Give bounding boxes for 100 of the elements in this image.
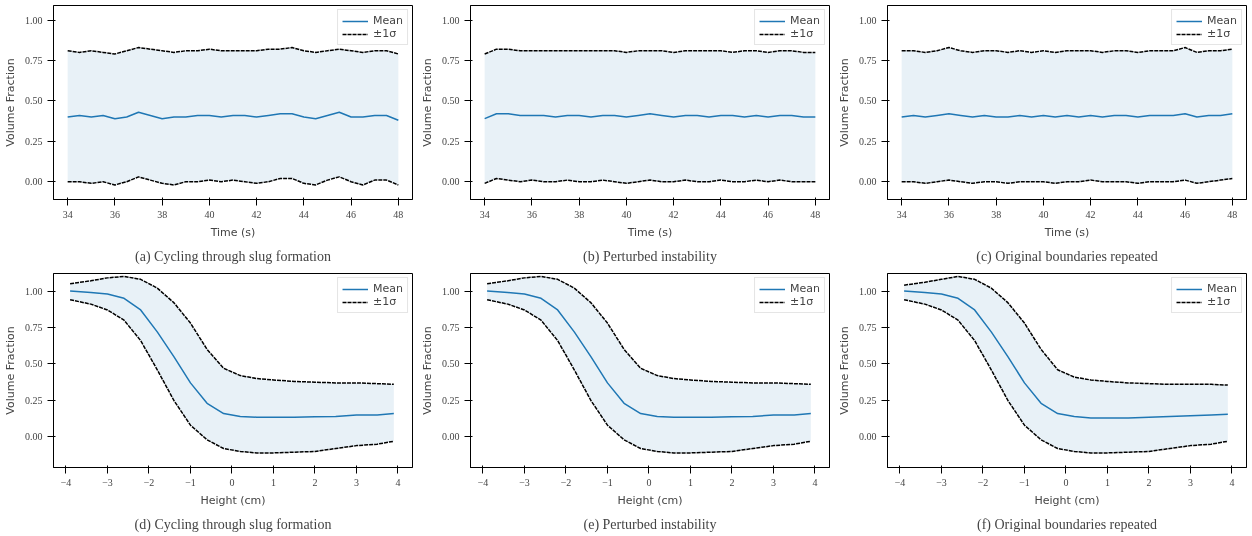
x-tick-label: −3 — [102, 476, 113, 488]
x-tick-label: 46 — [346, 208, 357, 220]
y-tick-label: 0.25 — [25, 394, 43, 406]
x-tick-label: 2 — [1146, 476, 1152, 488]
x-tick-label: 46 — [1180, 208, 1191, 220]
x-axis-title: Height (cm) — [200, 493, 266, 507]
x-tick-label: 36 — [109, 208, 120, 220]
y-axis-title: Volume Fraction — [421, 326, 434, 415]
legend-label: ±1σ — [790, 27, 814, 40]
y-tick-label: 0.75 — [859, 321, 877, 333]
x-tick-label: 42 — [668, 208, 679, 220]
y-tick-label: 0.75 — [442, 54, 460, 66]
x-axis-title: Time (s) — [1043, 225, 1090, 239]
y-tick-label: 1.00 — [859, 285, 877, 297]
x-tick-label: −3 — [936, 476, 947, 488]
x-tick-label: 42 — [251, 208, 262, 220]
legend-label: Mean — [790, 14, 820, 27]
x-tick-label: 3 — [1187, 476, 1193, 488]
x-tick-label: −1 — [185, 476, 196, 488]
y-axis-title: Volume Fraction — [4, 326, 17, 415]
x-tick-label: 3 — [770, 476, 776, 488]
x-tick-label: −1 — [1019, 476, 1030, 488]
x-tick-label: −2 — [143, 476, 155, 488]
y-axis-title: Volume Fraction — [4, 58, 17, 147]
y-tick-label: 0.25 — [859, 394, 877, 406]
y-axis-title: Volume Fraction — [838, 58, 851, 147]
legend-label: Mean — [1207, 14, 1237, 27]
y-tick-label: 1.00 — [442, 14, 460, 26]
y-axis-title: Volume Fraction — [421, 58, 434, 147]
x-tick-label: 34 — [62, 208, 73, 220]
x-tick-label: 1 — [1104, 476, 1110, 488]
x-tick-label: 48 — [393, 208, 404, 220]
legend-label: Mean — [790, 282, 820, 295]
legend-label: Mean — [373, 282, 403, 295]
y-tick-label: 0.50 — [859, 358, 877, 370]
x-tick-label: 40 — [204, 208, 215, 220]
x-tick-label: 48 — [1227, 208, 1238, 220]
x-tick-label: 36 — [943, 208, 954, 220]
text: (f) Original boundaries repeated — [977, 516, 1157, 533]
x-tick-label: 40 — [1038, 208, 1049, 220]
y-tick-label: 0.00 — [859, 431, 877, 443]
legend-label: ±1σ — [790, 295, 814, 308]
legend-label: ±1σ — [1207, 295, 1231, 308]
y-tick-label: 1.00 — [25, 285, 43, 297]
x-tick-label: 34 — [479, 208, 490, 220]
y-tick-label: 0.50 — [442, 95, 460, 107]
y-tick-label: 1.00 — [25, 14, 43, 26]
legend-label: ±1σ — [373, 27, 397, 40]
y-tick-label: 0.25 — [859, 135, 877, 147]
x-tick-label: 34 — [896, 208, 907, 220]
x-tick-label: 0 — [646, 476, 652, 488]
x-tick-label: −4 — [894, 476, 906, 488]
y-tick-label: 0.50 — [25, 95, 43, 107]
y-tick-label: 0.00 — [442, 176, 460, 188]
x-tick-label: 4 — [1229, 476, 1235, 488]
y-tick-label: 0.75 — [442, 321, 460, 333]
y-tick-label: 0.25 — [25, 135, 43, 147]
x-tick-label: 38 — [157, 208, 168, 220]
y-tick-label: 0.75 — [25, 321, 43, 333]
text: (d) Cycling through slug formation — [134, 516, 332, 533]
text: (e) Perturbed instability — [583, 516, 717, 533]
x-axis-title: Height (cm) — [617, 493, 683, 507]
x-tick-label: 2 — [729, 476, 735, 488]
x-tick-label: 38 — [991, 208, 1002, 220]
y-tick-label: 0.75 — [859, 54, 877, 66]
x-tick-label: −3 — [519, 476, 530, 488]
text: (c) Original boundaries repeated — [976, 248, 1158, 265]
legend-label: Mean — [373, 14, 403, 27]
y-tick-label: 1.00 — [859, 14, 877, 26]
legend-label: Mean — [1207, 282, 1237, 295]
legend-label: ±1σ — [1207, 27, 1231, 40]
x-axis-title: Time (s) — [209, 225, 256, 239]
x-tick-label: 4 — [812, 476, 818, 488]
text: (a) Cycling through slug formation — [135, 248, 331, 265]
y-tick-label: 0.00 — [859, 176, 877, 188]
y-tick-label: 1.00 — [442, 285, 460, 297]
x-tick-label: −1 — [602, 476, 613, 488]
x-tick-label: 44 — [715, 208, 726, 220]
y-tick-label: 0.00 — [442, 431, 460, 443]
x-axis-title: Time (s) — [626, 225, 673, 239]
text: (b) Perturbed instability — [583, 248, 717, 265]
x-tick-label: 1 — [270, 476, 276, 488]
y-tick-label: 0.25 — [442, 394, 460, 406]
legend-label: ±1σ — [373, 295, 397, 308]
y-tick-label: 0.75 — [25, 54, 43, 66]
x-tick-label: −2 — [977, 476, 989, 488]
x-tick-label: 3 — [353, 476, 359, 488]
x-tick-label: 2 — [312, 476, 318, 488]
y-tick-label: 0.50 — [859, 95, 877, 107]
x-tick-label: 38 — [574, 208, 585, 220]
y-axis-title: Volume Fraction — [838, 326, 851, 415]
x-tick-label: 36 — [526, 208, 537, 220]
x-axis-title: Height (cm) — [1034, 493, 1100, 507]
x-tick-label: 40 — [621, 208, 632, 220]
x-tick-label: 46 — [763, 208, 774, 220]
x-tick-label: 1 — [687, 476, 693, 488]
x-tick-label: 44 — [1132, 208, 1143, 220]
x-tick-label: 0 — [1063, 476, 1069, 488]
y-tick-label: 0.50 — [442, 358, 460, 370]
y-tick-label: 0.00 — [25, 176, 43, 188]
